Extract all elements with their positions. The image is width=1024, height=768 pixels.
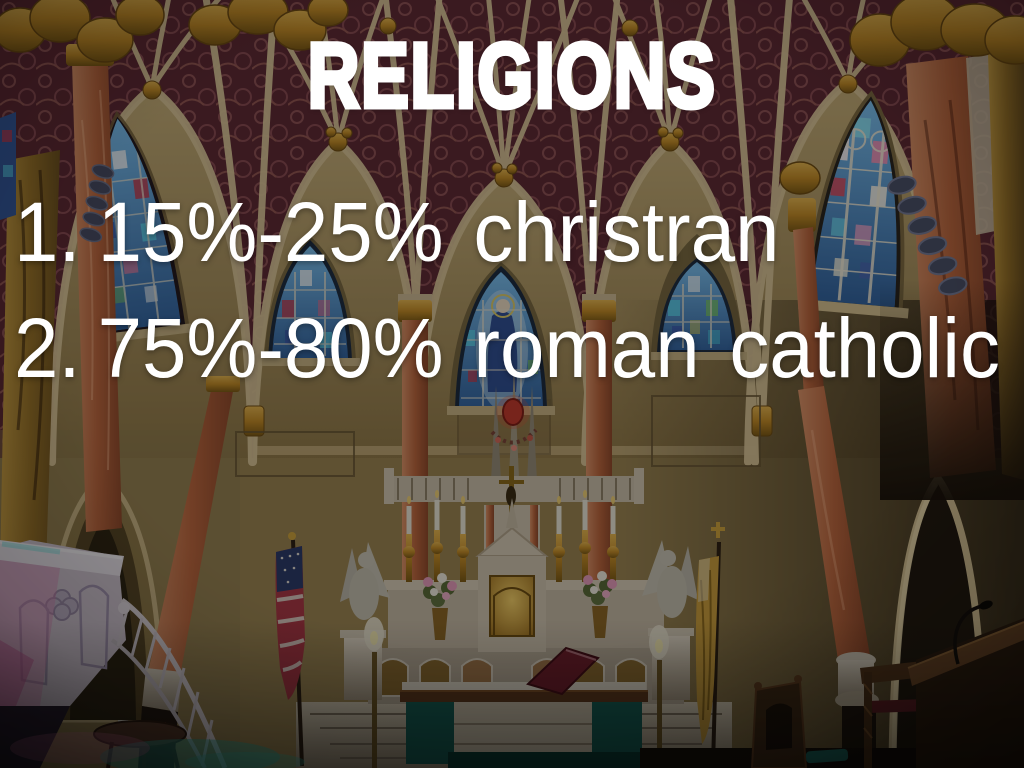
list-item-number: 1. (14, 185, 81, 279)
list-item-text: 15%-25% christran (97, 185, 780, 279)
slide-title: RELIGIONS (306, 25, 717, 127)
list-item-text: 75%-80% roman catholic (97, 301, 1000, 395)
list-item: 2. 75%-80% roman catholic (14, 290, 1000, 406)
list-item: 1. 15%-25% christran (14, 174, 1000, 290)
list-item-number: 2. (14, 301, 81, 395)
slide-body-list: 1. 15%-25% christran 2. 75%-80% roman cath… (14, 174, 1000, 406)
